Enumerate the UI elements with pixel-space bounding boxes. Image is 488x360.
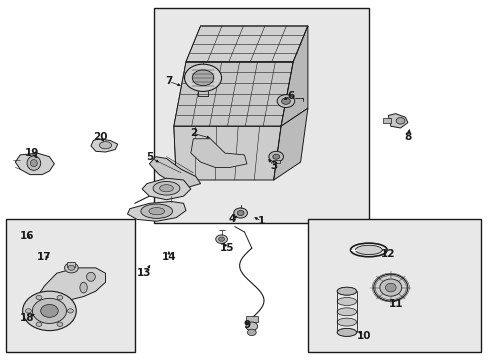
Circle shape — [233, 208, 247, 218]
Circle shape — [395, 118, 404, 124]
Polygon shape — [37, 268, 105, 325]
Polygon shape — [142, 178, 190, 200]
Circle shape — [22, 291, 76, 330]
Circle shape — [32, 298, 66, 323]
Text: 12: 12 — [380, 248, 395, 258]
Circle shape — [277, 95, 294, 108]
Ellipse shape — [379, 279, 401, 296]
Circle shape — [184, 64, 221, 91]
Text: 11: 11 — [387, 299, 402, 309]
Bar — [272, 160, 279, 163]
Polygon shape — [190, 139, 246, 167]
Circle shape — [272, 154, 279, 159]
Circle shape — [25, 309, 31, 313]
Text: 19: 19 — [25, 148, 40, 158]
Ellipse shape — [27, 156, 41, 170]
Bar — [245, 316, 257, 321]
Ellipse shape — [153, 181, 180, 195]
Text: 2: 2 — [189, 129, 197, 138]
Ellipse shape — [385, 283, 395, 292]
Bar — [307, 220, 480, 352]
Ellipse shape — [336, 308, 356, 316]
Circle shape — [67, 309, 73, 313]
Text: 16: 16 — [20, 231, 35, 240]
Polygon shape — [91, 139, 118, 152]
Ellipse shape — [80, 282, 87, 293]
Circle shape — [281, 98, 290, 104]
Circle shape — [247, 329, 256, 336]
Ellipse shape — [336, 297, 356, 305]
Bar — [154, 8, 368, 223]
Circle shape — [192, 70, 213, 86]
Text: 17: 17 — [37, 252, 52, 262]
Circle shape — [68, 265, 75, 270]
Circle shape — [36, 322, 42, 327]
Text: 7: 7 — [165, 76, 172, 86]
Ellipse shape — [159, 185, 173, 192]
Polygon shape — [273, 108, 307, 180]
Bar — [5, 220, 135, 352]
Circle shape — [41, 305, 58, 318]
Circle shape — [57, 322, 63, 327]
Text: 4: 4 — [228, 215, 236, 224]
Polygon shape — [15, 153, 54, 175]
Bar — [383, 118, 390, 123]
Ellipse shape — [373, 274, 407, 301]
Ellipse shape — [86, 273, 95, 281]
Circle shape — [268, 151, 283, 162]
Circle shape — [64, 263, 78, 273]
Ellipse shape — [336, 287, 356, 295]
Ellipse shape — [355, 245, 382, 255]
Text: 18: 18 — [20, 313, 35, 323]
Text: 10: 10 — [356, 331, 370, 341]
Text: 13: 13 — [137, 268, 151, 278]
Polygon shape — [387, 114, 407, 128]
Circle shape — [36, 296, 42, 300]
Text: 9: 9 — [243, 320, 250, 330]
Polygon shape — [185, 26, 307, 62]
Polygon shape — [149, 157, 200, 187]
Ellipse shape — [336, 318, 356, 326]
Polygon shape — [281, 26, 307, 126]
Text: 8: 8 — [404, 132, 410, 142]
Ellipse shape — [141, 204, 172, 219]
Ellipse shape — [336, 328, 356, 336]
Polygon shape — [173, 126, 281, 180]
Text: 15: 15 — [220, 243, 234, 253]
Circle shape — [57, 296, 63, 300]
Ellipse shape — [336, 328, 356, 336]
Polygon shape — [127, 202, 185, 221]
Ellipse shape — [99, 141, 111, 149]
Polygon shape — [173, 62, 293, 126]
Circle shape — [245, 322, 257, 330]
Circle shape — [237, 211, 244, 216]
Text: 6: 6 — [286, 91, 294, 101]
Ellipse shape — [30, 159, 37, 167]
Circle shape — [215, 235, 227, 243]
Bar — [67, 262, 75, 267]
Text: 14: 14 — [161, 252, 176, 262]
Text: 1: 1 — [257, 216, 264, 226]
Text: 5: 5 — [145, 152, 153, 162]
Circle shape — [218, 237, 224, 241]
Ellipse shape — [336, 287, 356, 295]
Ellipse shape — [149, 208, 164, 215]
Text: 20: 20 — [93, 132, 108, 142]
Text: 3: 3 — [269, 161, 277, 171]
